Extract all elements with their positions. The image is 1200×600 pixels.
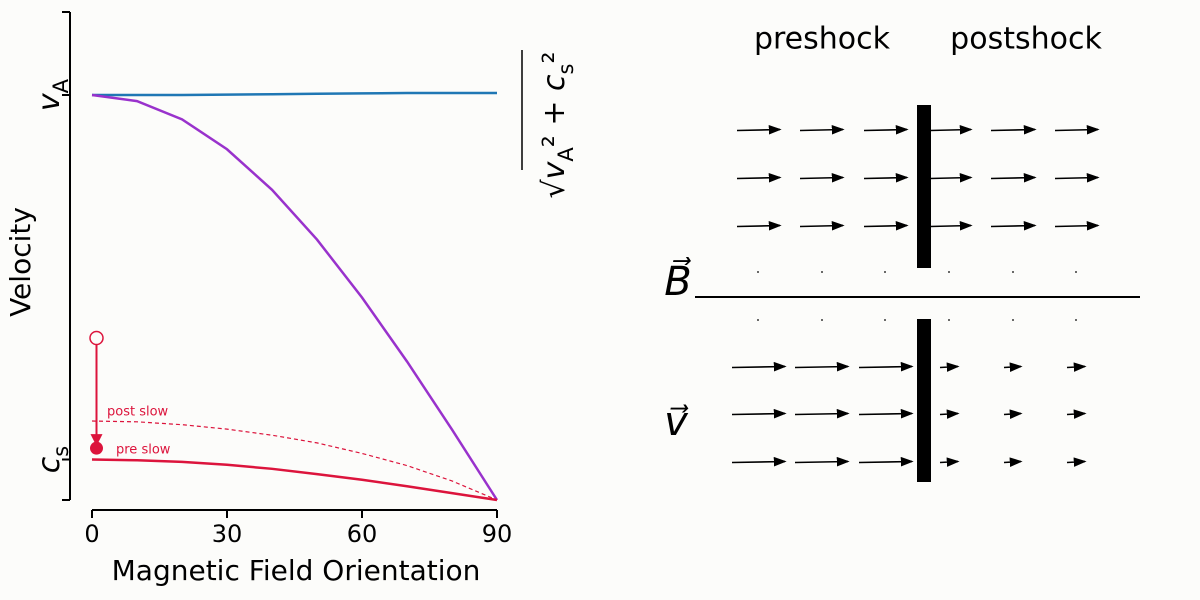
series-line bbox=[91, 420, 498, 501]
annotation: post slow bbox=[107, 405, 169, 420]
shock-front bbox=[917, 319, 931, 482]
vector-dot bbox=[948, 271, 950, 273]
vector-dot bbox=[821, 271, 823, 273]
vector-arrow bbox=[1054, 172, 1100, 183]
vector-arrow bbox=[799, 172, 845, 183]
vector-arrow bbox=[929, 220, 973, 231]
vector-arrow bbox=[858, 408, 914, 419]
vector-arrow bbox=[863, 172, 909, 183]
post-point bbox=[90, 441, 103, 455]
vector-arrow bbox=[736, 124, 782, 135]
x-axis-label: Magnetic Field Orientation bbox=[112, 554, 481, 587]
vector-arrow bbox=[990, 124, 1037, 135]
column-label: preshock bbox=[754, 22, 891, 57]
vector-dot bbox=[884, 271, 886, 273]
vector-arrow bbox=[990, 172, 1037, 183]
fast-label: √vA² + cs² bbox=[537, 52, 579, 199]
vector-arrow bbox=[799, 220, 845, 231]
vector-arrow bbox=[1066, 409, 1087, 419]
vector-dot bbox=[757, 319, 759, 321]
pre-point bbox=[89, 330, 104, 346]
vector-dot bbox=[1075, 319, 1077, 321]
vector-dot bbox=[821, 319, 823, 321]
vector-arrow bbox=[939, 409, 960, 419]
series-line bbox=[91, 458, 498, 502]
velocity-label: v⃗ bbox=[664, 399, 689, 445]
vector-dot bbox=[1012, 319, 1014, 321]
vector-dot bbox=[757, 271, 759, 273]
vector-arrow bbox=[858, 456, 914, 467]
vector-dot bbox=[948, 319, 950, 321]
vector-dot bbox=[884, 319, 886, 321]
x-tick-label: 90 bbox=[482, 520, 513, 548]
vector-arrow bbox=[794, 456, 850, 467]
vector-arrow bbox=[1066, 457, 1087, 467]
series-line bbox=[92, 91, 497, 97]
vector-arrow bbox=[990, 220, 1037, 231]
vector-dot bbox=[1075, 271, 1077, 273]
vector-arrow bbox=[1054, 220, 1100, 231]
x-tick-label: 30 bbox=[212, 520, 243, 548]
vector-arrow bbox=[1003, 409, 1023, 419]
vector-arrow bbox=[858, 361, 914, 372]
shock-front bbox=[917, 105, 931, 268]
vector-arrow bbox=[1066, 362, 1087, 372]
vector-arrow bbox=[863, 220, 909, 231]
vector-arrow bbox=[929, 124, 973, 135]
vector-arrow bbox=[736, 172, 782, 183]
y-tick-label: cs bbox=[32, 446, 74, 473]
series-line bbox=[91, 93, 499, 501]
vector-arrow bbox=[799, 124, 845, 135]
column-label: postshock bbox=[950, 22, 1102, 57]
vector-arrow bbox=[1003, 457, 1023, 467]
vector-arrow bbox=[731, 361, 787, 372]
annotation: pre slow bbox=[116, 443, 171, 458]
vector-arrow bbox=[929, 172, 973, 183]
vector-dot bbox=[1012, 271, 1014, 273]
vector-arrow bbox=[731, 408, 787, 419]
vector-arrow bbox=[939, 457, 960, 467]
vector-arrow bbox=[794, 361, 850, 372]
vector-arrow bbox=[863, 124, 909, 135]
vector-arrow bbox=[1054, 124, 1100, 135]
y-tick-label: vA bbox=[32, 78, 74, 111]
x-tick-label: 0 bbox=[84, 520, 99, 548]
x-tick-label: 60 bbox=[347, 520, 378, 548]
vector-arrow bbox=[1003, 362, 1023, 372]
vector-arrow bbox=[731, 456, 787, 467]
vector-arrow bbox=[939, 362, 960, 372]
y-axis-label: Velocity bbox=[4, 207, 37, 317]
vector-arrow bbox=[736, 220, 782, 231]
vector-arrow bbox=[794, 408, 850, 419]
field-label: B⃗ bbox=[664, 257, 691, 305]
